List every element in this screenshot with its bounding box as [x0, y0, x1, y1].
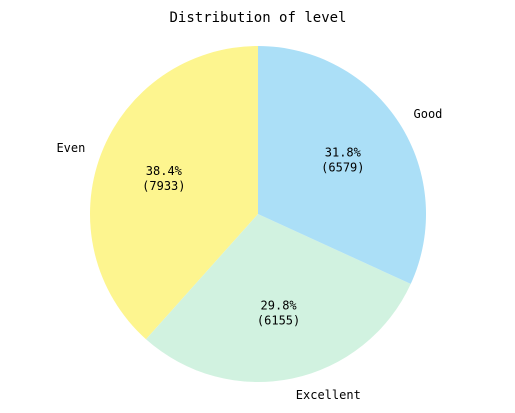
pie-slice-excellent [145, 214, 411, 382]
pie-percent-label: 38.4% [146, 164, 183, 178]
chart-title: Distribution of level [169, 10, 346, 26]
pie-count-label: (6579) [321, 161, 364, 175]
pie-count-label: (6155) [257, 314, 300, 328]
pie-slice-even [90, 46, 258, 340]
pie-percent-label: 29.8% [261, 299, 298, 313]
pie-category-label: Even [56, 141, 85, 155]
pie-count-label: (7933) [142, 179, 185, 193]
pie-slices [90, 46, 427, 382]
pie-labels: Even 38.4%(7933) Excellent 29.8%(6155) Good 3… [56, 107, 442, 402]
pie-category-label: Excellent [296, 388, 361, 402]
pie-percent-label: 31.8% [325, 146, 362, 160]
pie-category-label: Good [414, 107, 443, 121]
pie-slice-good [258, 46, 427, 284]
